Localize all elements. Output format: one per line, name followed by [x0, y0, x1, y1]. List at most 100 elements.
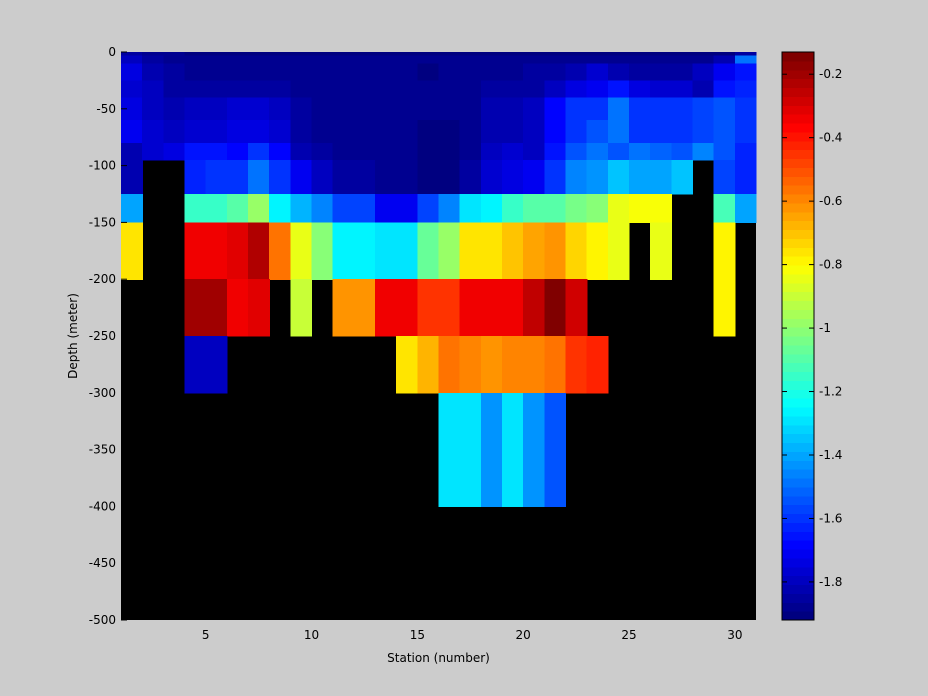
colorbar-tick-label: -0.2: [819, 67, 842, 81]
heatmap-cell: [311, 142, 334, 161]
colorbar-segment: [782, 256, 814, 266]
heatmap-cell: [565, 176, 588, 195]
colorbar-segment: [782, 362, 814, 373]
colorbar-segment: [782, 353, 814, 364]
colorbar-segment: [782, 451, 814, 461]
heatmap-cell: [713, 63, 736, 81]
heatmap-cell: [671, 159, 694, 178]
colorbar-segment: [782, 495, 814, 506]
heatmap-cell: [417, 336, 440, 365]
heatmap-cell: [375, 97, 397, 121]
heatmap-cell: [184, 176, 207, 195]
heatmap-cell: [480, 279, 503, 309]
heatmap-cell: [650, 97, 672, 121]
heatmap-cell: [269, 63, 291, 81]
heatmap-cell: [438, 63, 461, 81]
heatmap-cell: [586, 80, 609, 99]
heatmap-cell: [417, 307, 440, 337]
colorbar-segment: [782, 584, 814, 594]
heatmap-cell: [353, 63, 376, 81]
heatmap-cell: [713, 194, 736, 223]
heatmap-cell: [269, 176, 291, 195]
heatmap-cell: [650, 142, 672, 161]
heatmap-cell: [650, 63, 672, 81]
heatmap-cell: [544, 159, 567, 178]
heatmap-cell: [502, 159, 524, 178]
heatmap-cell: [480, 52, 503, 57]
heatmap-cell: [607, 80, 630, 99]
colorbar-segment: [782, 167, 814, 177]
y-tick-label: 0: [108, 45, 116, 59]
colorbar-segment: [782, 229, 814, 239]
heatmap-cell: [523, 307, 545, 337]
heatmap-cell: [586, 194, 609, 223]
y-tick-label: -100: [89, 159, 116, 173]
heatmap-cell: [184, 52, 207, 57]
heatmap-cell: [121, 55, 143, 64]
x-axis-label: Station (number): [387, 651, 490, 665]
y-tick-label: -50: [96, 102, 116, 116]
heatmap-cell: [353, 52, 376, 57]
heatmap-cell: [671, 176, 694, 195]
heatmap-cell: [184, 307, 207, 337]
heatmap-cell: [459, 120, 482, 144]
heatmap-cell: [438, 392, 461, 422]
heatmap-cell: [692, 142, 715, 161]
heatmap-cell: [396, 364, 418, 394]
colorbar-segment: [782, 238, 814, 248]
heatmap-cell: [650, 194, 672, 223]
y-tick-label: -150: [89, 215, 116, 229]
heatmap-cell: [353, 176, 376, 195]
heatmap-cell: [121, 120, 143, 144]
heatmap-cell: [417, 250, 440, 280]
heatmap-cell: [205, 63, 228, 81]
x-tick-label: 10: [304, 628, 319, 642]
x-tick-label: 20: [516, 628, 531, 642]
heatmap-cell: [480, 421, 503, 451]
heatmap-cell: [290, 80, 313, 99]
colorbar-segment: [782, 60, 814, 71]
heatmap-cell: [586, 52, 609, 57]
heatmap-cell: [226, 63, 249, 81]
heatmap-cell: [184, 80, 207, 99]
heatmap-cell: [565, 52, 588, 57]
heatmap-cell: [544, 478, 567, 507]
heatmap-cell: [713, 52, 736, 57]
heatmap-cell: [205, 52, 228, 57]
heatmap-cell: [502, 336, 524, 365]
heatmap-cell: [248, 222, 270, 252]
heatmap-cell: [523, 449, 545, 479]
colorbar-frame: [781, 51, 815, 621]
heatmap-cell: [734, 80, 757, 99]
heatmap-cell: [142, 55, 164, 64]
heatmap-cell: [650, 80, 672, 99]
heatmap-cell: [629, 63, 651, 81]
colorbar-segment: [782, 504, 814, 515]
heatmap-cell: [353, 97, 376, 121]
heatmap-cell: [163, 80, 186, 99]
colorbar-segment: [782, 469, 814, 479]
heatmap-cell: [438, 159, 461, 178]
heatmap-cell: [184, 120, 207, 144]
heatmap-cell: [607, 120, 630, 144]
heatmap-cell: [671, 120, 694, 144]
heatmap-cell: [163, 120, 186, 144]
heatmap-cell: [523, 176, 545, 195]
heatmap-cell: [205, 97, 228, 121]
heatmap-cell: [502, 222, 524, 252]
heatmap-cell: [438, 250, 461, 280]
colorbar-segment: [782, 415, 814, 426]
heatmap-cell: [417, 364, 440, 394]
heatmap-cell: [290, 120, 313, 144]
heatmap-cell: [417, 142, 440, 161]
heatmap-cell: [205, 80, 228, 99]
heatmap-cell: [523, 97, 545, 121]
heatmap-cell: [226, 222, 249, 252]
heatmap-cell: [353, 250, 376, 280]
heatmap-cell: [459, 55, 482, 64]
heatmap-cell: [248, 279, 270, 309]
x-tick-label: 5: [202, 628, 210, 642]
colorbar-segment: [782, 211, 814, 222]
heatmap-cell: [459, 142, 482, 161]
